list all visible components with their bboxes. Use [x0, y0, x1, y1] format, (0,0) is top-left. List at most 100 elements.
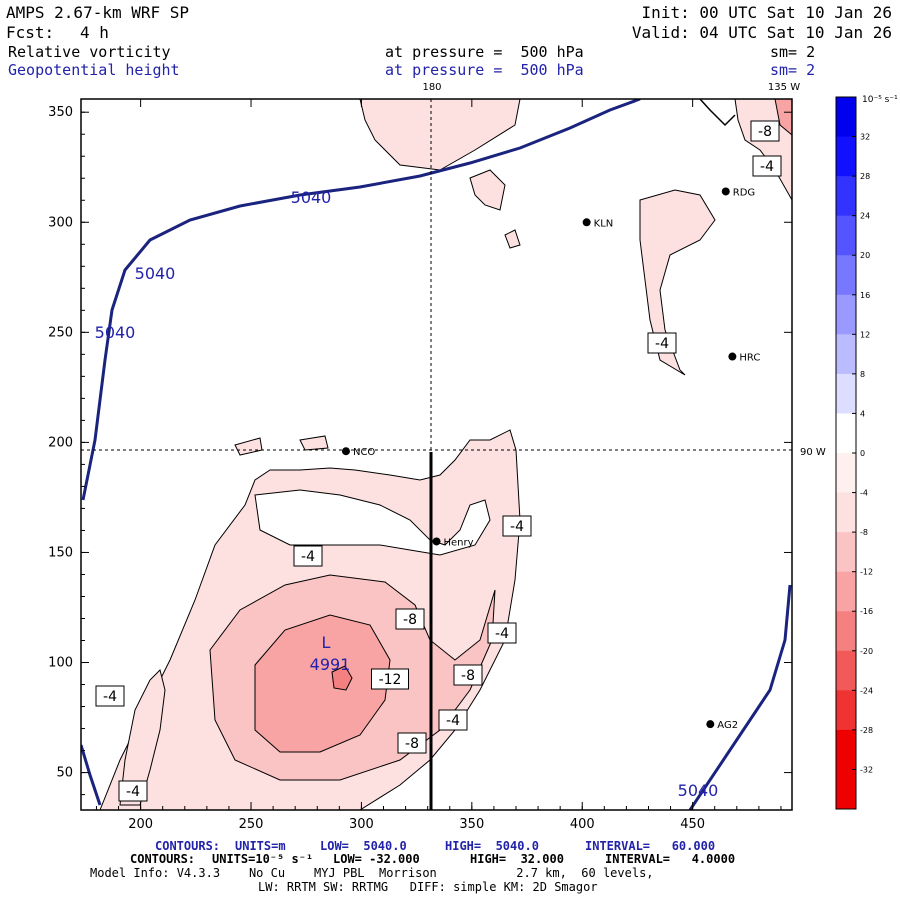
footer-contours1-units: UNITS=m	[235, 839, 286, 853]
station-dot-ag2	[706, 720, 715, 729]
vorticity-region-rdg	[639, 189, 716, 376]
footer-contours2-label: CONTOURS:	[130, 852, 196, 866]
colorbar-tick-label: -12	[860, 568, 873, 577]
valid-time: Valid: 04 UTC Sat 10 Jan 26	[631, 23, 892, 42]
vorticity-label-box	[453, 664, 483, 686]
colorbar-tick-label: 20	[860, 251, 870, 260]
station-label-rdg: RDG	[733, 187, 755, 198]
vorticity-label: -8	[403, 612, 417, 628]
colorbar-tick-label: -28	[860, 726, 873, 735]
vorticity-label: -8	[758, 124, 772, 140]
colorbar-tick-label: 4	[860, 409, 865, 418]
plot-frame	[80, 98, 793, 811]
meridian-label: 90 W	[800, 447, 826, 458]
footer-contours2-interval: INTERVAL= 4.0000	[605, 852, 736, 866]
colorbar-swatch	[836, 453, 856, 494]
footer-contours1-interval: INTERVAL= 60.000	[585, 839, 716, 853]
colorbar-tick-label: 28	[860, 172, 870, 181]
vorticity-region-minus12	[254, 614, 391, 753]
footer-physics-info: LW: RRTM SW: RRTMG DIFF: simple KM: 2D S…	[258, 880, 598, 894]
meridian-label: 180	[422, 82, 441, 93]
colorbar-tick-label: -8	[860, 528, 868, 537]
station-dot-henry	[432, 537, 441, 546]
vorticity-label: -12	[379, 672, 402, 688]
x-tick-label: 350	[459, 817, 484, 832]
x-tick-label: 300	[349, 817, 374, 832]
station-label-ag2: AG2	[717, 720, 738, 731]
colorbar-swatch	[836, 729, 856, 770]
height-contour-southwest	[81, 744, 102, 806]
vorticity-label: -4	[510, 519, 524, 535]
station-label-nco: NCO	[353, 447, 375, 458]
vorticity-label-box	[95, 685, 125, 707]
footer-contours2-units: UNITS=10⁻⁵ s⁻¹	[212, 852, 314, 866]
colorbar-tick-label: 32	[860, 133, 870, 142]
colorbar-swatch	[836, 492, 856, 533]
vorticity-label-box	[502, 515, 532, 537]
field2-pressure: at pressure = 500 hPa	[385, 61, 584, 79]
y-tick-label: 300	[48, 215, 73, 230]
x-tick-label: 450	[680, 817, 705, 832]
vorticity-label-box	[371, 668, 409, 690]
colorbar-swatches	[836, 97, 856, 810]
x-tick-label: 400	[570, 817, 595, 832]
colorbar-swatch	[836, 769, 856, 810]
colorbar-tick-label: -16	[860, 607, 873, 616]
colorbar-swatch	[836, 334, 856, 375]
colorbar-tick-label: -20	[860, 647, 873, 656]
height-label: 5040	[291, 188, 332, 207]
field1-smoothing: sm= 2	[770, 43, 816, 61]
station-label-henry: Henry	[444, 537, 474, 548]
vorticity-label-box	[395, 608, 425, 630]
vorticity-label: -4	[760, 159, 774, 175]
colorbar-tick-label: -24	[860, 686, 873, 695]
colorbar-swatch	[836, 611, 856, 652]
vorticity-island-1	[504, 229, 521, 249]
colorbar-tick-label: 12	[860, 330, 870, 339]
colorbar-swatch	[836, 176, 856, 217]
colorbar-tick-label: 8	[860, 370, 865, 379]
colorbar-tick-label: 24	[860, 212, 870, 221]
y-tick-label: 150	[48, 545, 73, 560]
colorbar-tick-label: 0	[860, 449, 865, 458]
y-tick-label: 350	[48, 105, 73, 120]
vorticity-label-box	[647, 332, 677, 354]
vorticity-region-minus16	[331, 665, 353, 691]
y-tick-label: 200	[48, 435, 73, 450]
footer-contours1-low: LOW= 5040.0	[320, 839, 407, 853]
height-labels: 5040 5040 5040 5040	[95, 188, 719, 800]
low-center-marker: L	[322, 633, 331, 652]
vorticity-label-box	[118, 780, 148, 802]
axis-ticks: 200 250 300 350 400 450 50 100 150 200 250 300 350	[48, 99, 792, 832]
colorbar-tick-label: -32	[860, 765, 873, 774]
colorbar-swatch	[836, 571, 856, 612]
vorticity-island-3	[299, 435, 329, 451]
height-label: 5040	[678, 781, 719, 800]
y-tick-label: 100	[48, 656, 73, 671]
meridian-labels: 180 135 W 90 W	[422, 82, 825, 458]
footer-contours2-low: LOW= -32.000	[333, 852, 420, 866]
height-label: 5040	[135, 264, 176, 283]
height-label: 5040	[95, 323, 136, 342]
colorbar-swatch	[836, 294, 856, 335]
map-field: L 4991	[81, 99, 792, 810]
height-contour-west	[81, 99, 641, 501]
vorticity-region-north-east	[469, 169, 506, 211]
vorticity-label-box	[293, 545, 323, 567]
vorticity-label-box	[750, 120, 780, 142]
init-time: Init: 00 UTC Sat 10 Jan 26	[641, 3, 892, 22]
colorbar-swatch	[836, 97, 856, 138]
station-label-kln: KLN	[594, 218, 614, 229]
forecast-value: 4 h	[80, 23, 109, 42]
colorbar-tick-label: -4	[860, 489, 868, 498]
footer-contours2-high: HIGH= 32.000	[470, 852, 564, 866]
vorticity-contour-line	[699, 99, 736, 127]
x-tick-label: 250	[239, 817, 264, 832]
colorbar-unit: 10⁻⁵ s⁻¹	[862, 95, 898, 105]
station-dot-nco	[341, 447, 350, 456]
footer-contours1-high: HIGH= 5040.0	[445, 839, 539, 853]
field2-smoothing: sm= 2	[770, 61, 816, 79]
vorticity-label: -8	[405, 736, 419, 752]
